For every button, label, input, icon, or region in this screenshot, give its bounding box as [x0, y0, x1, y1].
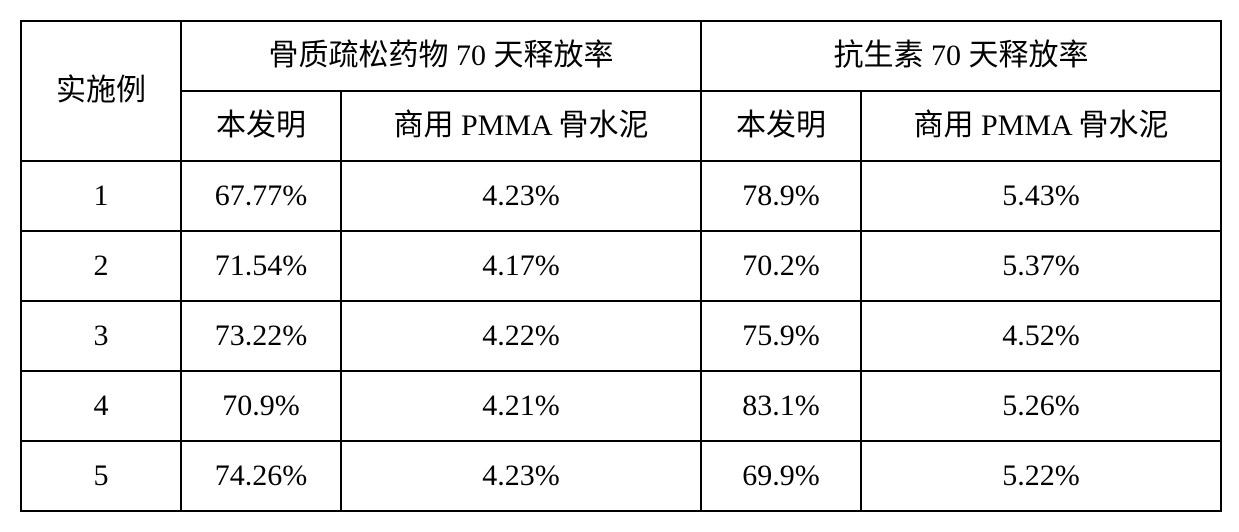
subheader-b2: 商用 PMMA 骨水泥 [861, 91, 1221, 161]
table-row: 3 73.22% 4.22% 75.9% 4.52% [21, 301, 1221, 371]
cell-a2: 4.23% [341, 161, 701, 231]
cell-b2: 4.52% [861, 301, 1221, 371]
cell-example-id: 1 [21, 161, 181, 231]
cell-a2: 4.22% [341, 301, 701, 371]
table-header-row-2: 本发明 商用 PMMA 骨水泥 本发明 商用 PMMA 骨水泥 [21, 91, 1221, 161]
table-row: 4 70.9% 4.21% 83.1% 5.26% [21, 371, 1221, 441]
cell-example-id: 5 [21, 441, 181, 511]
cell-a1: 74.26% [181, 441, 341, 511]
cell-b2: 5.43% [861, 161, 1221, 231]
cell-a1: 73.22% [181, 301, 341, 371]
table-row: 5 74.26% 4.23% 69.9% 5.22% [21, 441, 1221, 511]
cell-b2: 5.37% [861, 231, 1221, 301]
subheader-a2: 商用 PMMA 骨水泥 [341, 91, 701, 161]
cell-example-id: 4 [21, 371, 181, 441]
table-row: 1 67.77% 4.23% 78.9% 5.43% [21, 161, 1221, 231]
cell-a1: 71.54% [181, 231, 341, 301]
subheader-a1: 本发明 [181, 91, 341, 161]
cell-b1: 75.9% [701, 301, 861, 371]
cell-b1: 70.2% [701, 231, 861, 301]
cell-a2: 4.23% [341, 441, 701, 511]
header-group-b: 抗生素 70 天释放率 [701, 21, 1221, 91]
cell-b1: 83.1% [701, 371, 861, 441]
release-rate-table: 实施例 骨质疏松药物 70 天释放率 抗生素 70 天释放率 本发明 商用 PM… [20, 20, 1222, 512]
cell-b2: 5.22% [861, 441, 1221, 511]
table-row: 2 71.54% 4.17% 70.2% 5.37% [21, 231, 1221, 301]
table-header-row-1: 实施例 骨质疏松药物 70 天释放率 抗生素 70 天释放率 [21, 21, 1221, 91]
cell-a2: 4.21% [341, 371, 701, 441]
cell-b1: 78.9% [701, 161, 861, 231]
header-example: 实施例 [21, 21, 181, 161]
subheader-b1: 本发明 [701, 91, 861, 161]
cell-a1: 67.77% [181, 161, 341, 231]
cell-a1: 70.9% [181, 371, 341, 441]
cell-b1: 69.9% [701, 441, 861, 511]
cell-a2: 4.17% [341, 231, 701, 301]
header-group-a: 骨质疏松药物 70 天释放率 [181, 21, 701, 91]
cell-b2: 5.26% [861, 371, 1221, 441]
cell-example-id: 3 [21, 301, 181, 371]
cell-example-id: 2 [21, 231, 181, 301]
